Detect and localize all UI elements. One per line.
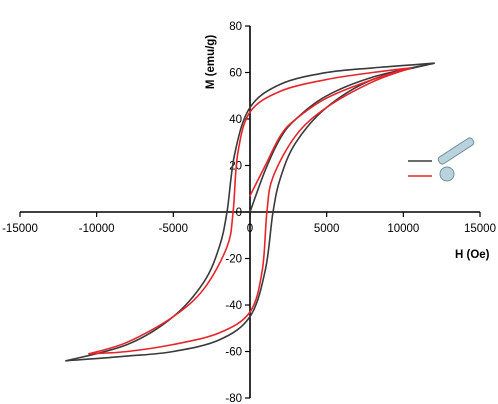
legend	[408, 137, 475, 182]
x-tick-label: 5000	[314, 223, 340, 235]
y-tick-label: 0	[236, 207, 242, 219]
x-tick-label: -10000	[79, 223, 115, 235]
y-axis-label: M (emu/g)	[205, 35, 217, 89]
x-tick-label: -15000	[2, 223, 38, 235]
x-tick-label: -5000	[159, 223, 188, 235]
y-tick-label: -80	[225, 393, 242, 404]
y-tick-label: 80	[229, 21, 242, 33]
y-tick-label: -20	[225, 254, 242, 266]
axes: -15000 -10000 -5000 0 5000 10000 15000 -80 -60 -4…	[2, 21, 496, 404]
rod-icon	[437, 137, 475, 165]
series-group	[65, 62, 435, 362]
x-tick-label: 0	[247, 223, 253, 235]
series-2-lower-branch	[88, 67, 412, 355]
x-tick-label: 15000	[464, 223, 496, 235]
y-tick-label: 60	[229, 68, 242, 80]
x-tick-label: 10000	[387, 223, 419, 235]
y-tick-label: 40	[229, 114, 242, 126]
y-tick-label: -60	[225, 347, 242, 359]
y-tick-label: -40	[225, 300, 242, 312]
x-axis-label: H (Oe)	[455, 249, 490, 261]
series-2-upper-branch	[88, 67, 412, 355]
series-2-initial-curve	[249, 67, 412, 197]
sphere-icon	[439, 166, 455, 182]
